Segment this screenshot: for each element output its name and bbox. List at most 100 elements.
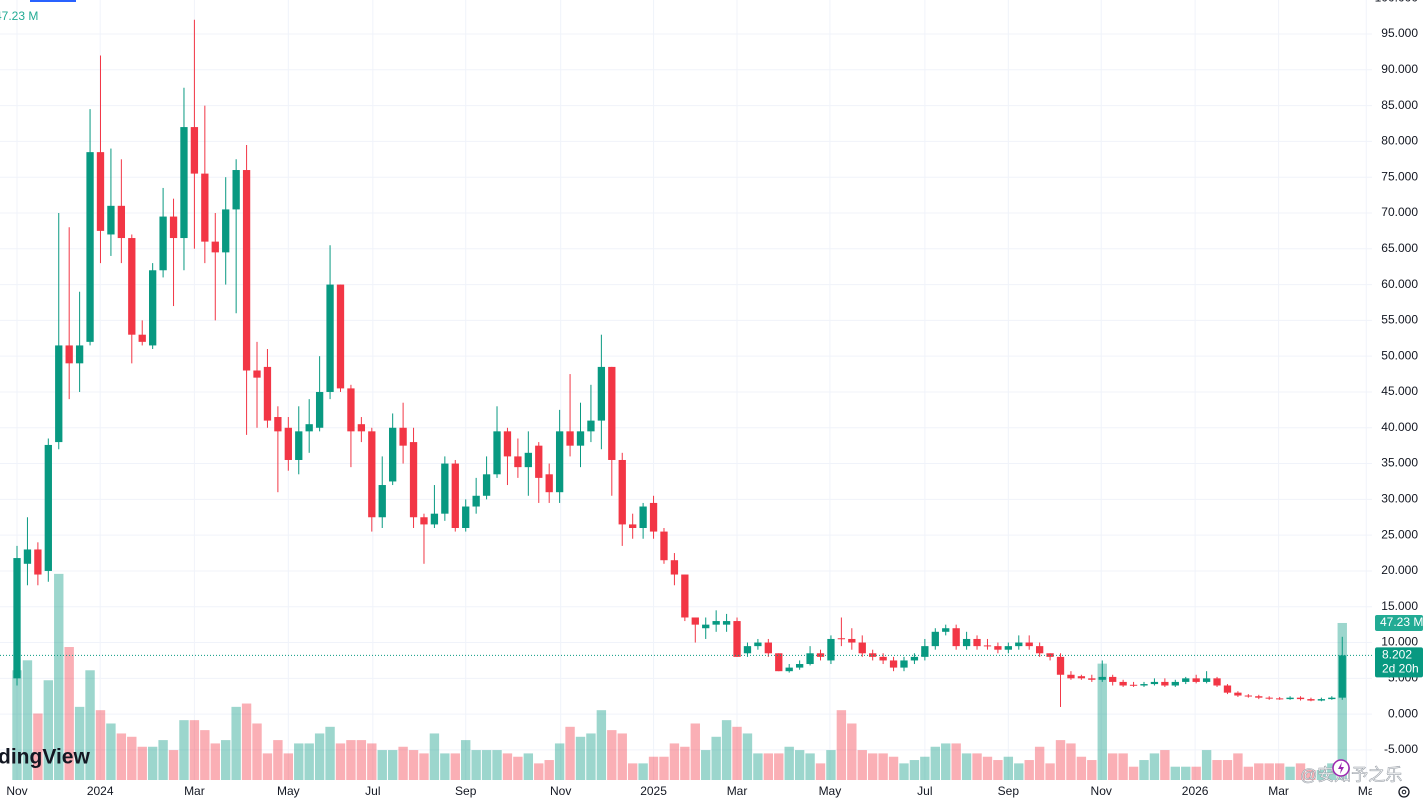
candle-body bbox=[34, 549, 42, 575]
candle-body bbox=[837, 638, 846, 640]
candle-body bbox=[1150, 681, 1159, 685]
volume-bar bbox=[147, 746, 158, 780]
volume-bar bbox=[1295, 763, 1306, 780]
candle-body bbox=[962, 638, 971, 647]
candle-body bbox=[816, 653, 825, 657]
candle-body bbox=[743, 646, 752, 654]
candle-body bbox=[1275, 698, 1284, 700]
candle-body bbox=[201, 173, 209, 242]
volume-bar bbox=[210, 743, 220, 780]
volume-bar bbox=[1024, 760, 1034, 780]
candle-body bbox=[430, 513, 439, 525]
candle-body bbox=[1307, 699, 1315, 701]
candle-body bbox=[107, 205, 115, 235]
volume-bar bbox=[1128, 766, 1139, 780]
y-tick-label: 40.000 bbox=[1381, 420, 1418, 434]
candle-body bbox=[1213, 678, 1221, 686]
volume-bar bbox=[690, 723, 700, 780]
candle-body bbox=[336, 284, 345, 389]
candle-body bbox=[368, 431, 376, 518]
candle-body bbox=[722, 621, 731, 625]
candle-body bbox=[242, 170, 251, 371]
candle-body bbox=[994, 646, 1002, 650]
candle-body bbox=[347, 388, 355, 432]
candle-body bbox=[555, 431, 564, 493]
volume-bar bbox=[554, 743, 565, 780]
volume-bar bbox=[461, 740, 471, 780]
volume-bar bbox=[304, 743, 314, 780]
candle-body bbox=[869, 653, 877, 657]
y-tick-label: 50.000 bbox=[1381, 348, 1418, 362]
candle-body bbox=[660, 531, 668, 561]
candle-body bbox=[754, 642, 762, 647]
volume-bar bbox=[1201, 750, 1212, 780]
candle-body bbox=[712, 621, 720, 625]
x-tick-label: Mar bbox=[184, 784, 205, 798]
volume-bar bbox=[753, 753, 763, 780]
candle-body bbox=[159, 216, 167, 271]
candle-body bbox=[576, 431, 585, 446]
volume-layer bbox=[12, 573, 1347, 780]
candle-body bbox=[1286, 697, 1294, 700]
candle-body bbox=[1109, 676, 1117, 682]
volume-bar bbox=[920, 756, 930, 780]
candle-body bbox=[23, 549, 32, 564]
x-tick-label: 2024 bbox=[87, 784, 114, 798]
volume-bar bbox=[721, 720, 732, 780]
candle-body bbox=[253, 370, 261, 378]
x-tick-label: Mar bbox=[1268, 784, 1289, 798]
volume-bar bbox=[523, 753, 534, 780]
volume-bar bbox=[64, 647, 74, 780]
volume-bar bbox=[1233, 753, 1243, 780]
volume-bar bbox=[1191, 766, 1201, 780]
volume-bar bbox=[408, 750, 419, 780]
candle-body bbox=[180, 127, 188, 239]
candle-body bbox=[1098, 676, 1106, 680]
candle-body bbox=[775, 653, 783, 672]
settings-icon[interactable] bbox=[1398, 786, 1410, 798]
y-tick-label: 90.000 bbox=[1381, 62, 1418, 76]
volume-bar bbox=[857, 750, 867, 780]
candle-body bbox=[1317, 699, 1326, 701]
volume-bar bbox=[492, 750, 502, 780]
candle-body bbox=[55, 345, 63, 443]
x-tick-label: May bbox=[819, 784, 842, 798]
candle-body bbox=[973, 638, 981, 647]
x-tick-label: Nov bbox=[1091, 784, 1112, 798]
volume-bar bbox=[95, 710, 106, 780]
candle-body bbox=[921, 646, 929, 657]
candle-body bbox=[691, 617, 699, 625]
candle-body bbox=[848, 638, 856, 643]
candle-body bbox=[1119, 681, 1127, 686]
candle-body bbox=[128, 238, 136, 335]
volume-bar bbox=[1222, 760, 1233, 780]
volume-bar bbox=[1139, 760, 1149, 780]
volume-bar bbox=[231, 706, 241, 780]
candle-body bbox=[389, 427, 397, 482]
volume-bar bbox=[189, 720, 200, 780]
watermark: @安知予之乐 bbox=[1300, 765, 1402, 784]
volume-bar bbox=[951, 743, 961, 780]
x-tick-label: Nov bbox=[550, 784, 571, 798]
volume-bar bbox=[85, 670, 95, 780]
volume-bar bbox=[1087, 760, 1097, 780]
volume-bar bbox=[22, 660, 33, 780]
logo: dingView bbox=[0, 746, 90, 769]
x-tick-label: Sep bbox=[455, 784, 477, 798]
countdown-label: 2d 20h bbox=[1382, 662, 1419, 676]
volume-bar bbox=[1107, 753, 1118, 780]
candle-body bbox=[1296, 697, 1305, 700]
candle-body bbox=[670, 560, 679, 575]
candle-body bbox=[1004, 646, 1012, 650]
x-tick-label: Jul bbox=[917, 784, 932, 798]
replay-icon[interactable] bbox=[1332, 759, 1350, 777]
volume-bar bbox=[1285, 766, 1295, 780]
volume-bar bbox=[1149, 753, 1160, 780]
volume-bar bbox=[325, 726, 335, 780]
y-tick-label: 10.000 bbox=[1381, 635, 1418, 649]
volume-bar bbox=[387, 750, 398, 780]
y-tick-label: 60.000 bbox=[1381, 277, 1418, 291]
candle-body bbox=[503, 431, 512, 457]
volume-bar bbox=[1274, 763, 1285, 780]
volume-bar bbox=[1337, 622, 1347, 780]
